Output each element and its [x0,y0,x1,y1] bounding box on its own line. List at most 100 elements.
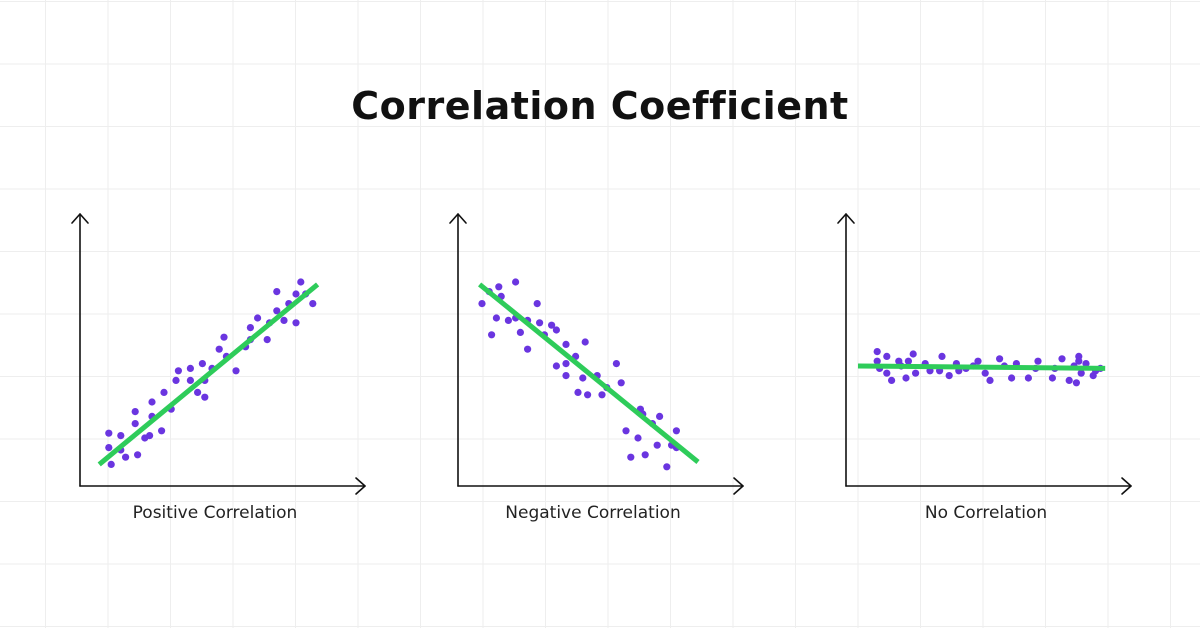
negative-y-axis-arrow [449,213,467,224]
positive-data-point [186,376,194,384]
none-y-axis-arrow [837,213,855,224]
none-data-point [1077,369,1085,377]
negative-data-point [562,340,570,348]
none-data-point [1082,360,1090,368]
positive-data-point [172,376,180,384]
negative-data-point [562,372,570,380]
positive-trend-line [97,282,320,467]
negative-data-point [492,314,500,322]
negative-data-point [495,283,503,291]
positive-data-point [131,420,139,428]
positive-data-point [131,408,139,416]
positive-correlation-panel: Positive Correlation [60,0,380,628]
negative-data-point [536,319,544,327]
negative-data-point [634,434,642,442]
none-data-point [1065,376,1073,384]
negative-correlation-chart [449,213,744,495]
positive-correlation-chart [71,213,366,495]
negative-data-point [512,278,520,286]
positive-data-point [105,444,113,452]
negative-data-point [627,453,635,461]
positive-data-point [232,367,240,375]
none-data-point [938,352,946,360]
negative-data-point [562,360,570,368]
negative-data-point [656,412,664,420]
none-data-point [1072,379,1080,387]
positive-data-point [254,314,262,322]
negative-correlation-caption: Negative Correlation [505,503,681,523]
negative-data-point [516,328,524,336]
positive-data-point [263,336,271,344]
positive-data-point [292,319,300,327]
none-data-point [1024,374,1032,382]
negative-data-point [641,451,649,459]
negative-data-point [533,300,541,308]
none-data-point [974,357,982,365]
negative-data-point [552,362,560,370]
negative-data-point [663,463,671,471]
positive-data-point [148,398,156,406]
positive-data-point [194,388,202,396]
positive-data-point [158,427,166,435]
positive-data-point [273,307,281,315]
none-data-point [902,374,910,382]
negative-data-point [504,316,512,324]
positive-data-point [292,290,300,298]
negative-data-point [612,360,620,368]
none-data-point [912,369,920,377]
none-data-point [1058,355,1066,363]
page-title: Correlation Coefficient [351,84,849,128]
positive-data-point [107,460,115,468]
negative-data-point [478,300,486,308]
positive-data-point [186,364,194,372]
positive-y-axis-arrow [71,213,89,224]
negative-data-point [581,338,589,346]
negative-data-point [552,326,560,334]
positive-data-point [198,360,206,368]
none-data-point [1034,357,1042,365]
positive-data-point [160,388,168,396]
negative-data-point [672,427,680,435]
none-data-point [873,357,881,365]
negative-data-point [524,345,532,353]
positive-data-point [273,288,281,296]
none-data-point [1048,374,1056,382]
positive-data-point [220,333,228,341]
none-data-point [909,350,917,358]
none-data-point [1075,352,1083,360]
none-trend-line [857,363,1106,371]
positive-data-point [246,324,254,332]
negative-data-point [584,391,592,399]
none-data-point [888,376,896,384]
negative-data-point [548,321,556,329]
positive-data-point [105,429,113,437]
none-data-point [945,372,953,380]
none-data-point [883,369,891,377]
none-data-point [986,376,994,384]
no-correlation-caption: No Correlation [924,503,1048,523]
none-data-point [873,348,881,356]
positive-data-point [146,432,154,440]
negative-correlation-panel: Negative Correlation [438,0,758,628]
negative-data-point [579,374,587,382]
positive-data-point [201,393,209,401]
none-data-point [981,369,989,377]
positive-data-point [117,432,125,440]
positive-x-axis-arrow [355,477,366,495]
negative-data-point [617,379,625,387]
negative-data-point [574,388,582,396]
no-correlation-panel: No Correlation [826,0,1146,628]
positive-data-point [174,367,182,375]
negative-data-point [622,427,630,435]
none-data-point [1008,374,1016,382]
positive-correlation-caption: Positive Correlation [132,503,298,523]
positive-data-point [297,278,305,286]
positive-data-point [280,316,288,324]
negative-trend-line [478,282,700,464]
positive-data-point [309,300,317,308]
positive-data-point [215,345,223,353]
negative-x-axis-arrow [733,477,744,495]
negative-data-point [653,441,661,449]
positive-data-point [134,451,142,459]
no-correlation-chart [837,213,1132,495]
